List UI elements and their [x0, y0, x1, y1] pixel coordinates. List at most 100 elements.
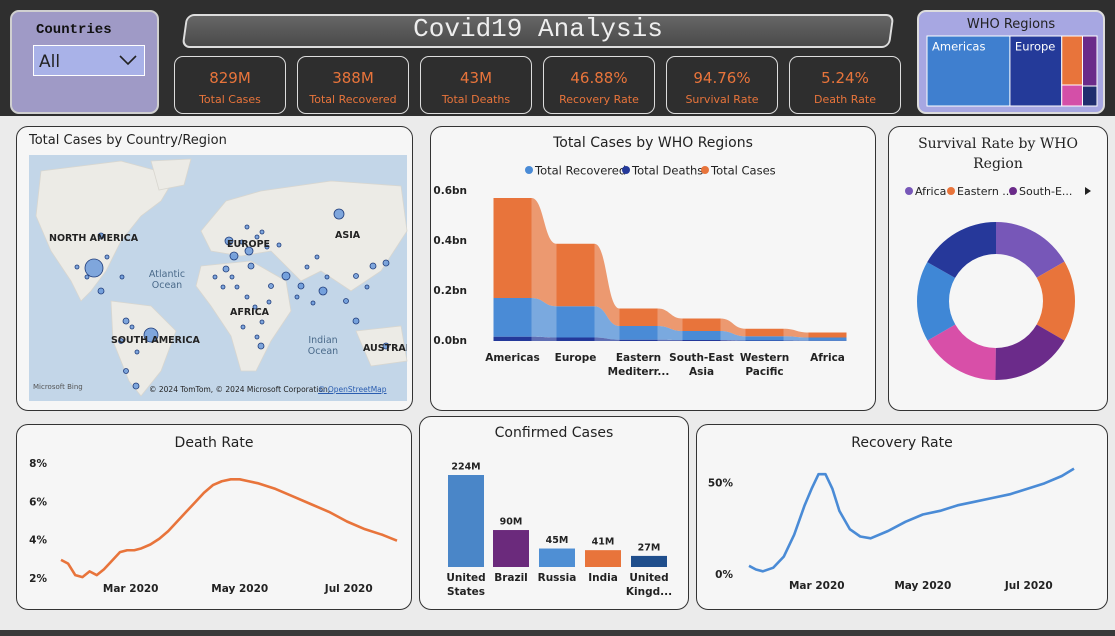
map-bubble: [281, 271, 291, 281]
ribbon-bar: [493, 198, 532, 298]
map-bubble: [314, 254, 320, 260]
ribbon-chart: 0.0bn 0.2bn 0.4bn 0.6bn Total Recovered Total…: [433, 164, 847, 347]
map-bubble: [123, 368, 129, 374]
kpi-label: Total Recovered: [309, 93, 397, 106]
ribbon: [594, 306, 620, 340]
map-label: AFRICA: [230, 307, 270, 318]
x-tick-label: May 2020: [211, 583, 268, 595]
kpi-card: 46.88% Recovery Rate: [543, 56, 655, 114]
kpi-value: 829M: [209, 69, 251, 87]
chart-title: Confirmed Cases: [494, 425, 614, 441]
chart-title: Recovery Rate: [851, 435, 953, 451]
donut-slice: [927, 324, 996, 380]
y-tick-label: 2%: [29, 573, 47, 585]
legend-marker: [701, 166, 709, 174]
map-bubble: [324, 274, 330, 280]
treemap-tile: [1081, 85, 1098, 107]
legend-label: Eastern ...: [957, 185, 1013, 198]
map-label: SOUTH AMERICA: [111, 335, 200, 346]
y-tick-label: 0.0bn: [433, 335, 467, 347]
y-tick-label: 0.6bn: [433, 185, 467, 197]
x-tick-label: Jul 2020: [1004, 580, 1053, 592]
x-tick-label: Eastern Mediterr...: [607, 352, 670, 378]
map-bubble: [257, 342, 265, 350]
kpi-card: 5.24% Death Rate: [789, 56, 901, 114]
map-bubble: [129, 324, 135, 330]
map-bubble: [244, 246, 254, 256]
map-bubble: [122, 317, 130, 325]
treemap-title: WHO Regions: [966, 17, 1056, 32]
map-label: ASIA: [335, 230, 361, 241]
map-bubble: [369, 262, 377, 270]
map-bubble: [143, 327, 159, 343]
map-title: Total Cases by Country/Region: [29, 133, 227, 148]
map-land: [150, 158, 192, 191]
treemap: Americas Europe: [926, 35, 1098, 107]
map-bubble: [234, 284, 240, 290]
map-bubble: [84, 258, 104, 278]
kpi-label: Total Cases: [199, 93, 261, 106]
country-dropdown[interactable]: All: [33, 45, 145, 76]
ribbon-bar: [556, 306, 595, 338]
ribbon: [720, 331, 746, 341]
map-copyright: © 2024 TomTom, © 2024 Microsoft Corporat…: [149, 385, 331, 394]
page-title: Covid19 Analysis: [413, 14, 663, 44]
map-bubble: [304, 264, 310, 270]
kpi-value: 5.24%: [821, 69, 869, 87]
kpi-label: Recovery Rate: [559, 93, 639, 106]
ribbon: [783, 328, 809, 338]
map-bubble: [74, 264, 80, 270]
ribbon: [531, 336, 557, 341]
kpi-card: 94.76% Survival Rate: [666, 56, 778, 114]
x-tick-label: May 2020: [894, 580, 951, 592]
legend-label: Total Deaths: [631, 164, 703, 178]
x-tick-label: United States: [446, 572, 486, 598]
dropdown-value: All: [39, 52, 61, 72]
map-land: [355, 325, 408, 367]
who-treemap-panel: WHO Regions Americas Europe: [917, 10, 1105, 114]
x-tick-label: Brazil: [494, 572, 528, 584]
x-tick-label: Russia: [537, 572, 577, 584]
legend-marker: [525, 166, 533, 174]
x-tick-label: South-East Asia: [669, 352, 734, 378]
x-tick-label: Mar 2020: [103, 583, 159, 595]
data-label: 224M: [451, 462, 480, 473]
country-filter: Countries All: [10, 10, 159, 114]
treemap-label: Americas: [932, 40, 985, 54]
map-bubble: [297, 282, 305, 290]
x-tick-label: Mar 2020: [789, 580, 845, 592]
ribbon-bar: [619, 326, 658, 340]
kpi-value: 94.76%: [693, 69, 751, 87]
x-tick-label: Americas: [485, 352, 540, 364]
ribbon-bar: [493, 336, 532, 341]
ribbon: [657, 326, 683, 340]
kpi-value: 388M: [332, 69, 374, 87]
ribbon: [531, 198, 557, 307]
map-bubble: [353, 273, 359, 279]
legend-marker: [1009, 187, 1017, 195]
kpi-label: Total Deaths: [441, 93, 511, 106]
map-bubble: [264, 244, 270, 250]
legend-label: Total Cases: [710, 164, 776, 178]
legend-label: Total Recovered: [534, 164, 626, 178]
ribbon-bar: [493, 298, 532, 337]
data-label: 90M: [500, 517, 523, 528]
map-bubble: [254, 334, 260, 340]
map-label: Indian Ocean: [307, 335, 339, 357]
chart-title: Death Rate: [174, 435, 254, 451]
donut-slice: [995, 324, 1065, 380]
map-bubble: [276, 242, 282, 248]
map-bubble: [84, 274, 90, 280]
map-bubble: [104, 254, 110, 260]
ribbon: [720, 340, 746, 341]
map-link: © OpenStreetMap: [318, 385, 387, 394]
map-bubble: [352, 317, 360, 325]
chart-title: Survival Rate by WHO Region: [918, 136, 1078, 172]
ribbon: [720, 318, 746, 337]
map-label: NORTH AMERICA: [49, 233, 139, 244]
y-tick-label: 0.4bn: [433, 235, 467, 247]
line: [60, 478, 398, 579]
legend-label: South-E...: [1019, 185, 1072, 198]
map-bubble: [247, 262, 255, 270]
ribbon-bar: [556, 243, 595, 307]
